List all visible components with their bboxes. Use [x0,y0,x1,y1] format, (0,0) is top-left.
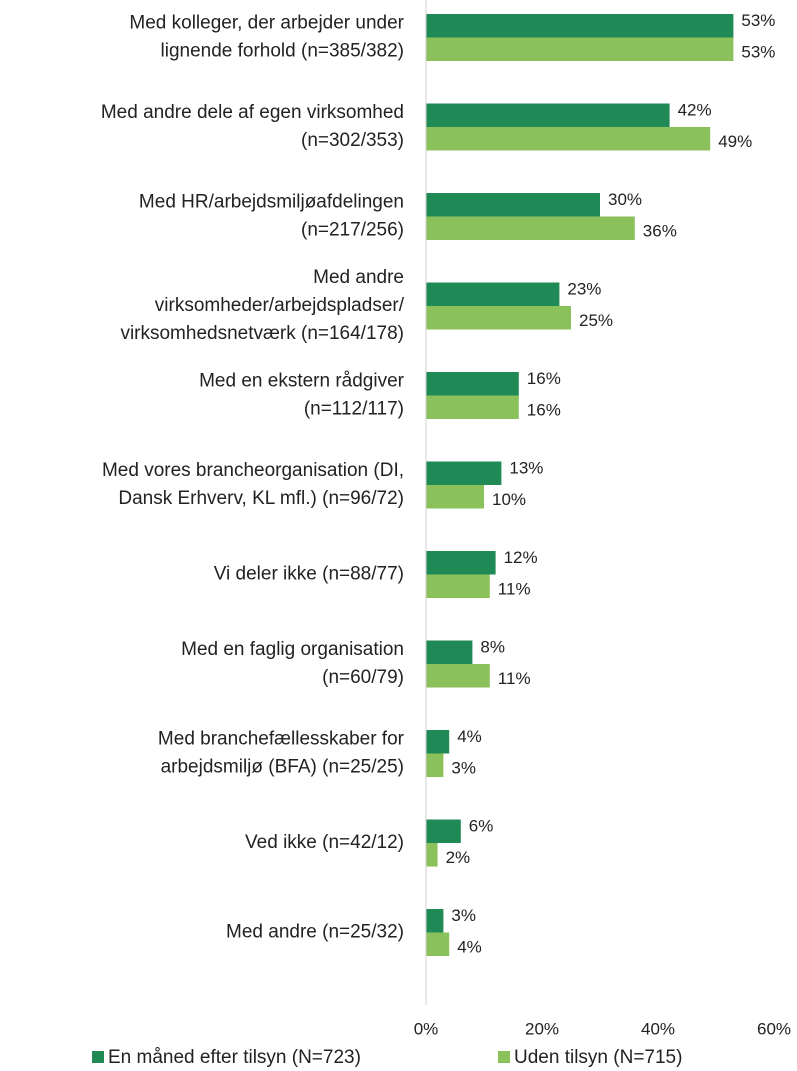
value-label: 4% [457,938,482,957]
x-tick-label: 20% [525,1019,559,1038]
category-label: Vi deler ikke (n=88/77) [214,564,404,585]
bar [426,37,734,61]
category-label: Med andre [313,267,404,288]
category-label: virksomheder/arbejdspladser/ [155,295,405,316]
category-label: (n=60/79) [322,667,404,688]
bar [426,103,670,127]
category-label: lignende forhold (n=385/382) [161,41,405,62]
bar [426,461,502,485]
bar [426,193,600,217]
bar [426,395,519,419]
value-label: 11% [498,669,531,688]
value-label: 49% [718,132,752,151]
bar [426,485,484,509]
category-label: Med HR/arbejdsmiljøafdelingen [139,192,404,213]
bar [426,282,560,306]
value-label: 2% [446,848,471,867]
legend-label: En måned efter tilsyn (N=723) [108,1047,361,1068]
category-label: Med branchefællesskaber for [158,729,405,750]
value-label: 25% [579,311,613,330]
value-label: 16% [527,369,561,388]
category-label: Med en faglig organisation [181,639,404,660]
bar [426,216,635,240]
value-label: 42% [678,101,712,120]
bar [426,14,734,38]
legend-swatch [92,1051,104,1063]
category-label: (n=112/117) [304,399,404,420]
bar [426,551,496,575]
bar [426,372,519,396]
value-label: 36% [643,222,677,241]
category-label: arbejdsmiljø (BFA) (n=25/25) [161,757,404,778]
value-label: 6% [469,817,494,836]
value-label: 3% [451,759,476,778]
legend-label: Uden tilsyn (N=715) [514,1047,682,1068]
value-label: 4% [457,727,482,746]
bar [426,730,450,754]
bar [426,909,444,933]
category-label: Med vores brancheorganisation (DI, [102,460,404,481]
bar [426,843,438,867]
category-label: virksomhedsnetværk (n=164/178) [120,323,404,344]
bar [426,306,571,330]
value-label: 30% [608,190,642,209]
bar [426,819,461,843]
bar [426,753,444,777]
category-label: Dansk Erhverv, KL mfl.) (n=96/72) [118,488,404,509]
category-label: Med en ekstern rådgiver [199,371,405,392]
value-label: 11% [498,580,531,599]
category-label: (n=302/353) [301,130,404,151]
category-label: Med andre (n=25/32) [226,922,404,943]
x-tick-label: 40% [641,1019,675,1038]
value-label: 10% [492,490,526,509]
bar [426,574,490,598]
bar [426,127,711,151]
bar [426,664,490,688]
x-tick-label: 0% [414,1019,439,1038]
value-label: 13% [509,459,543,478]
x-tick-label: 60% [757,1019,791,1038]
legend-swatch [498,1051,510,1063]
value-label: 12% [504,548,538,567]
bar [426,932,450,956]
value-label: 53% [741,43,775,62]
value-label: 8% [480,638,505,657]
value-label: 16% [527,401,561,420]
category-label: Med kolleger, der arbejder under [129,13,404,34]
category-label: (n=217/256) [301,220,404,241]
category-label: Ved ikke (n=42/12) [245,832,404,853]
value-label: 53% [741,11,775,30]
value-label: 3% [451,906,476,925]
category-label: Med andre dele af egen virksomhed [101,102,404,123]
value-label: 23% [567,280,601,299]
bar [426,640,473,664]
